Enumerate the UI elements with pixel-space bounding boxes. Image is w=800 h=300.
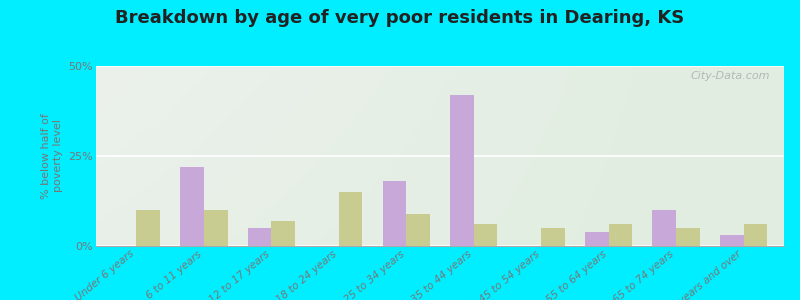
Bar (137, 210, 160, 246)
Y-axis label: % below half of
poverty level: % below half of poverty level (42, 113, 63, 199)
Bar (720, 235, 743, 246)
Text: Breakdown by age of very poor residents in Dearing, KS: Breakdown by age of very poor residents … (115, 9, 685, 27)
Bar (541, 228, 565, 246)
Bar (406, 214, 430, 246)
Text: City-Data.com: City-Data.com (690, 71, 770, 81)
Bar (609, 224, 632, 246)
Bar (743, 224, 767, 246)
Bar (382, 181, 406, 246)
Bar (676, 228, 700, 246)
Bar (653, 210, 676, 246)
Bar (585, 232, 609, 246)
Bar (450, 95, 474, 246)
Bar (204, 210, 227, 246)
Bar (339, 192, 362, 246)
Bar (474, 224, 498, 246)
Bar (271, 221, 295, 246)
Bar (248, 228, 271, 246)
Bar (180, 167, 204, 246)
